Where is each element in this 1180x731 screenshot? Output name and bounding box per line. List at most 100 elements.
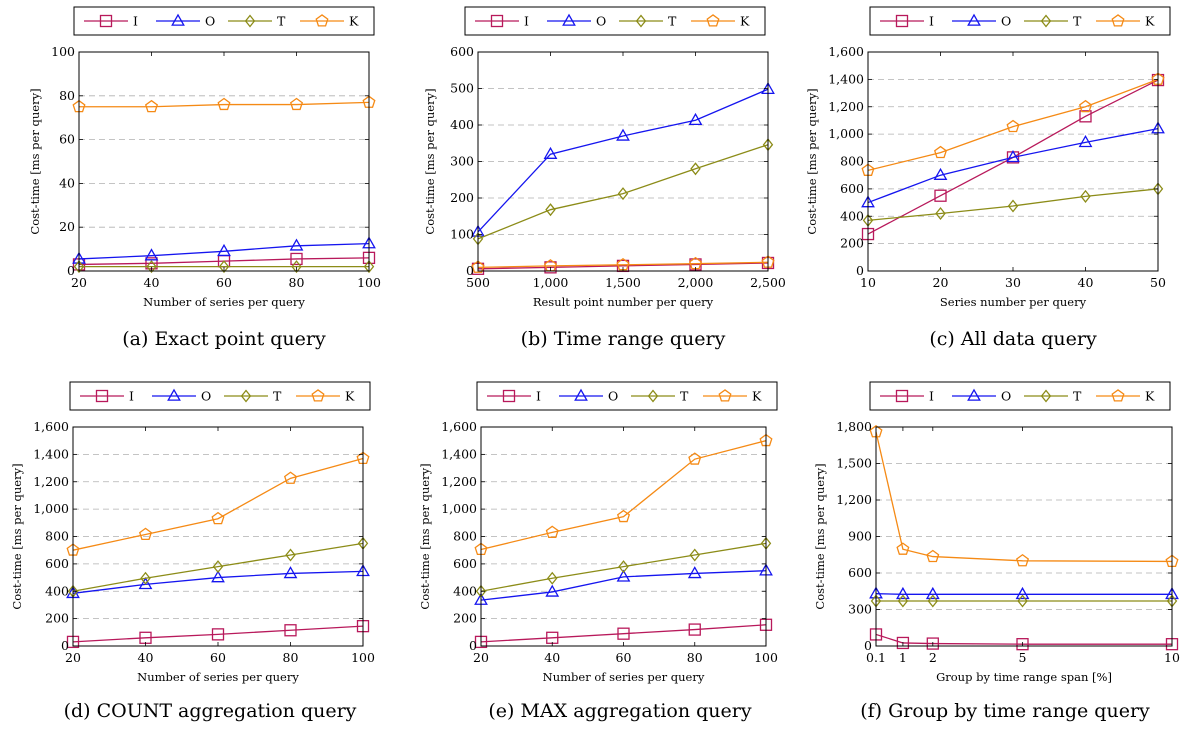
data-point-O — [616, 128, 630, 141]
series-K — [869, 425, 1179, 567]
y-axis-label: Cost-time [ms per query] — [813, 463, 827, 609]
x-tick-label: 2,500 — [750, 275, 786, 290]
series-I — [66, 620, 370, 649]
data-point-K — [545, 525, 559, 538]
y-tick-label: 200 — [453, 611, 477, 626]
data-point-T — [1080, 189, 1091, 203]
data-point-T — [547, 571, 558, 585]
series-line-I — [480, 624, 767, 643]
legend-marker-I — [99, 14, 113, 28]
chart-c: 0 200 400 600 800 1,000 1,200 1,400 1,600 10 20 30 4… — [805, 6, 1171, 309]
series-line-T — [477, 144, 769, 240]
x-tick-label: 2 — [929, 650, 937, 665]
y-tick-label: 1,200 — [836, 492, 872, 507]
legend-marker-K — [706, 14, 720, 27]
data-point-O — [688, 112, 703, 126]
legend-label-T: T — [668, 14, 677, 29]
data-point-K — [926, 549, 940, 563]
y-axis-label: Cost-time [ms per query] — [418, 463, 432, 609]
legend-marker-O — [967, 13, 981, 26]
series-line-O — [867, 128, 1159, 204]
data-point-T — [363, 260, 375, 274]
series-T — [475, 536, 772, 598]
x-tick-label: 80 — [687, 650, 703, 665]
data-point-I — [617, 627, 630, 640]
series-line-O — [477, 88, 769, 233]
x-tick-label: 80 — [283, 650, 299, 665]
chart-f: 0 300 600 900 1,200 1,500 1,800 0.1 1 2 5 10 Group b… — [813, 381, 1180, 684]
y-tick-label: 200 — [450, 190, 474, 205]
legend-label-T: T — [273, 389, 282, 404]
series-O — [471, 81, 775, 237]
data-point-I — [1016, 638, 1029, 651]
y-tick-label: 1,200 — [33, 474, 69, 489]
series-K — [72, 95, 376, 113]
data-point-T — [146, 260, 157, 274]
data-point-I — [896, 636, 910, 650]
y-tick-label: 600 — [450, 44, 474, 59]
data-point-I — [1079, 110, 1092, 123]
y-tick-label: 0 — [466, 263, 474, 278]
y-tick-label: 400 — [450, 117, 474, 132]
caption-e: (e) MAX aggregation query — [488, 700, 752, 722]
data-point-O — [687, 566, 702, 579]
data-point-I — [211, 628, 225, 641]
data-point-I — [934, 189, 947, 202]
y-tick-label: 200 — [840, 236, 864, 251]
y-tick-label: 1,000 — [441, 501, 477, 516]
y-tick-label: 900 — [848, 529, 872, 544]
x-tick-label: 1 — [899, 650, 907, 665]
y-tick-label: 400 — [45, 583, 69, 598]
y-axis-label: Cost-time [ms per query] — [10, 463, 24, 609]
chart-d: 0 200 400 600 800 1,000 1,200 1,400 1,600 20 40 60 8… — [10, 381, 375, 684]
data-point-O — [138, 577, 153, 590]
data-point-K — [283, 471, 298, 484]
data-point-T — [545, 203, 556, 217]
x-tick-label: 100 — [357, 275, 381, 290]
data-point-I — [290, 252, 303, 266]
data-point-O — [283, 566, 298, 579]
legend-label-O: O — [596, 14, 606, 29]
y-tick-label: 800 — [453, 529, 477, 544]
legend-marker-K — [718, 389, 732, 402]
y-tick-label: 300 — [450, 154, 474, 169]
data-point-I — [544, 261, 557, 274]
series-O — [869, 586, 1179, 600]
y-tick-label: 0 — [469, 638, 477, 653]
data-point-T — [927, 594, 939, 608]
y-tick-label: 1,400 — [441, 446, 477, 461]
caption-f: (f) Group by time range query — [860, 700, 1150, 722]
data-point-T — [1007, 199, 1019, 213]
x-tick-label: 20 — [473, 650, 489, 665]
y-axis-label: Cost-time [ms per query] — [28, 88, 42, 234]
x-axis-label: Number of series per query — [137, 670, 299, 684]
legend-marker-O — [171, 13, 185, 26]
legend-marker-T — [635, 14, 647, 28]
x-axis-label: Series number per query — [940, 295, 1087, 309]
plot-frame — [78, 51, 370, 272]
legend-label-T: T — [277, 14, 286, 29]
x-tick-label: 0.1 — [866, 650, 886, 665]
series-line-K — [477, 261, 769, 268]
legend-label-O: O — [608, 389, 618, 404]
y-tick-label: 800 — [840, 154, 864, 169]
x-tick-label: 60 — [216, 275, 232, 290]
data-point-K — [616, 509, 631, 523]
legend-label-I: I — [929, 14, 934, 29]
legend-marker-T — [244, 14, 256, 28]
legend-marker-K — [311, 389, 325, 402]
y-tick-label: 80 — [59, 88, 75, 103]
x-tick-label: 5 — [1019, 650, 1027, 665]
legend-label-K: K — [752, 389, 762, 404]
data-point-O — [545, 584, 560, 597]
data-point-O — [925, 586, 940, 600]
x-tick-label: 40 — [144, 275, 160, 290]
legend-label-K: K — [1145, 14, 1155, 29]
legend-label-T: T — [1073, 14, 1082, 29]
y-tick-label: 1,400 — [828, 71, 864, 86]
x-tick-label: 50 — [1150, 275, 1166, 290]
legend-marker-O — [967, 388, 981, 401]
